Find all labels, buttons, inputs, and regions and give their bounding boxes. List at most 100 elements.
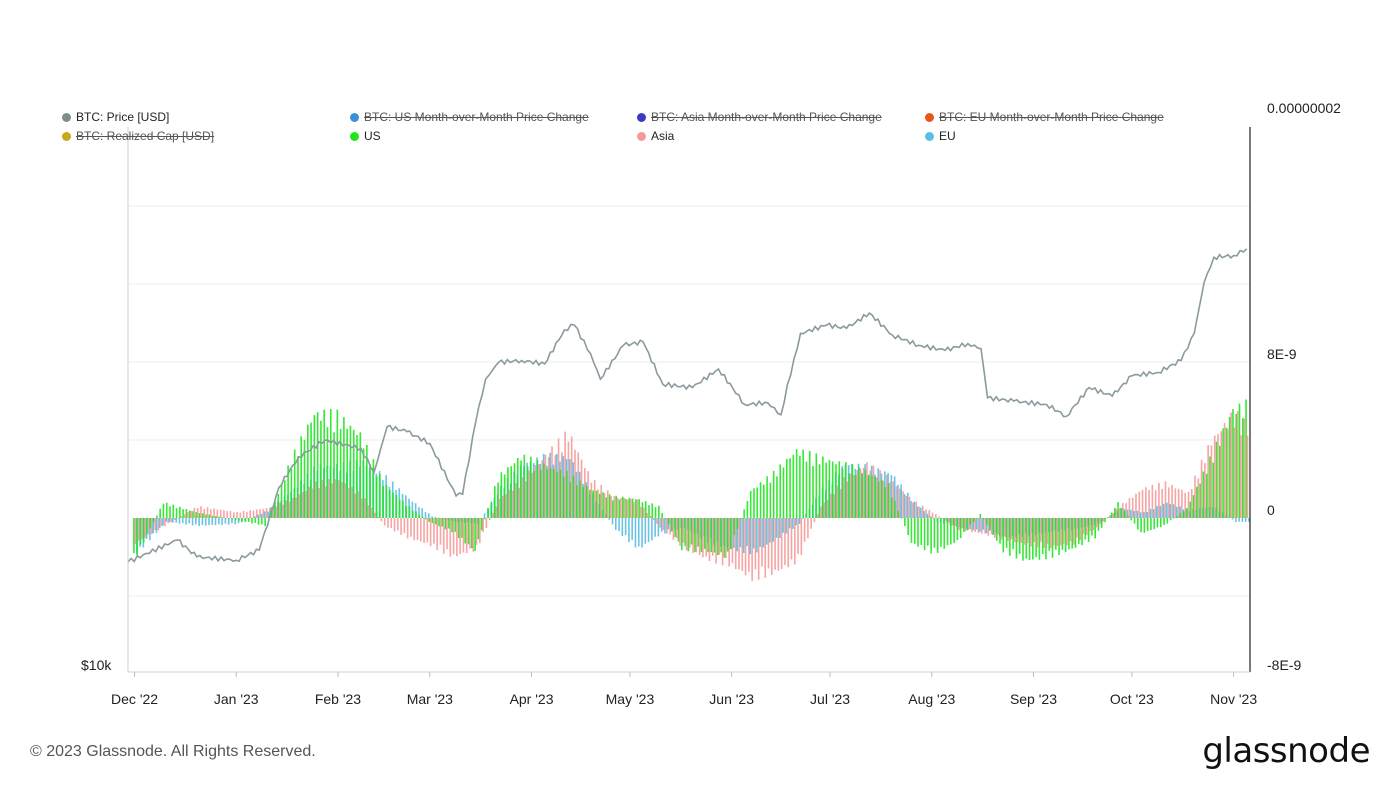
bar-us [969,518,972,525]
bar-us [635,499,637,518]
legend-marker-icon [62,112,71,122]
bar-us [605,497,608,518]
bar-group [133,399,1250,581]
bar-eu [162,518,164,526]
bar-asia [885,475,888,518]
bar-asia [669,518,671,535]
bar-asia [610,496,612,518]
bar-asia [344,483,347,518]
legend-item[interactable]: BTC: Price [USD] [62,110,169,124]
bar-us [539,469,542,518]
bar-us [595,490,598,518]
bar-asia [679,518,681,546]
bar-us [1012,518,1014,550]
bar-eu [260,513,263,518]
bar-us [631,498,634,518]
bar-eu [742,518,745,554]
bar-us [1179,513,1182,518]
bar-us [792,454,795,518]
bar-asia [941,518,944,519]
bar-us [434,518,437,525]
bar-asia [636,499,639,518]
bar-asia [541,460,543,518]
bar-asia [1003,518,1006,537]
bar-us [149,518,152,529]
legend-item[interactable]: BTC: Realized Cap [USD] [62,129,214,143]
bar-asia [410,518,412,537]
bar-asia [141,518,143,540]
legend-item[interactable]: EU [925,129,956,143]
bar-us [661,512,663,518]
bar-us [1094,518,1096,539]
bar-asia [682,518,685,543]
bar-us [389,490,391,518]
bar-us [494,486,496,518]
bar-us [359,432,362,518]
bar-us [1232,409,1234,518]
bar-us [743,509,745,518]
bar-us [690,518,693,545]
bar-us [133,518,135,554]
bar-us [671,518,673,531]
bar-asia [1131,497,1134,518]
bar-us [999,518,1001,544]
bar-eu [736,518,738,552]
bar-us [1153,518,1156,530]
bar-eu [1139,512,1142,518]
x-tick-label: Aug '23 [908,691,955,707]
bar-us [188,510,191,518]
bar-eu [972,518,975,531]
bar-asia [246,511,248,518]
bar-us [966,518,969,531]
bar-asia [160,518,163,527]
bar-us [241,518,243,521]
bar-asia [1154,490,1157,518]
bar-asia [830,493,832,518]
bar-us [644,501,647,518]
bar-asia [239,512,242,518]
bar-asia [397,518,399,531]
bar-asia [889,482,891,518]
bar-asia [278,502,281,518]
bar-us [894,500,896,518]
bar-asia [1063,518,1065,544]
legend-item[interactable]: BTC: EU Month-over-Month Price Change [925,110,1164,124]
bar-asia [958,518,960,531]
bar-asia [833,494,835,518]
bar-eu [1235,518,1237,523]
bar-asia [666,518,668,534]
legend-item[interactable]: BTC: US Month-over-Month Price Change [350,110,589,124]
bar-eu [903,494,906,518]
bar-eu [608,518,611,520]
bar-asia [590,482,593,518]
bar-us [159,508,161,518]
bar-us [254,518,257,523]
bar-eu [421,508,424,518]
bar-us [1235,413,1238,518]
bar-asia [662,518,665,531]
bar-us [451,518,453,533]
bar-asia [584,468,586,518]
legend-item[interactable]: BTC: Asia Month-over-Month Price Change [637,110,882,124]
bar-us [877,481,880,518]
bar-asia [341,482,343,518]
bar-asia [200,506,202,518]
bar-us [1005,518,1008,548]
bar-asia [1007,518,1009,542]
bar-asia [1177,488,1180,518]
bar-asia [232,512,235,518]
bar-us [900,518,903,519]
legend-item[interactable]: US [350,129,381,143]
bar-eu [910,501,912,518]
bar-asia [990,518,993,535]
bar-asia [419,518,422,542]
bar-us [723,518,726,558]
bar-us [474,518,476,552]
legend-item[interactable]: Asia [637,129,674,143]
bar-eu [920,507,922,518]
bar-asia [823,502,826,518]
bar-asia [223,510,225,518]
bar-eu [1159,506,1162,518]
bar-asia [1053,518,1055,546]
bar-us [1238,403,1241,518]
